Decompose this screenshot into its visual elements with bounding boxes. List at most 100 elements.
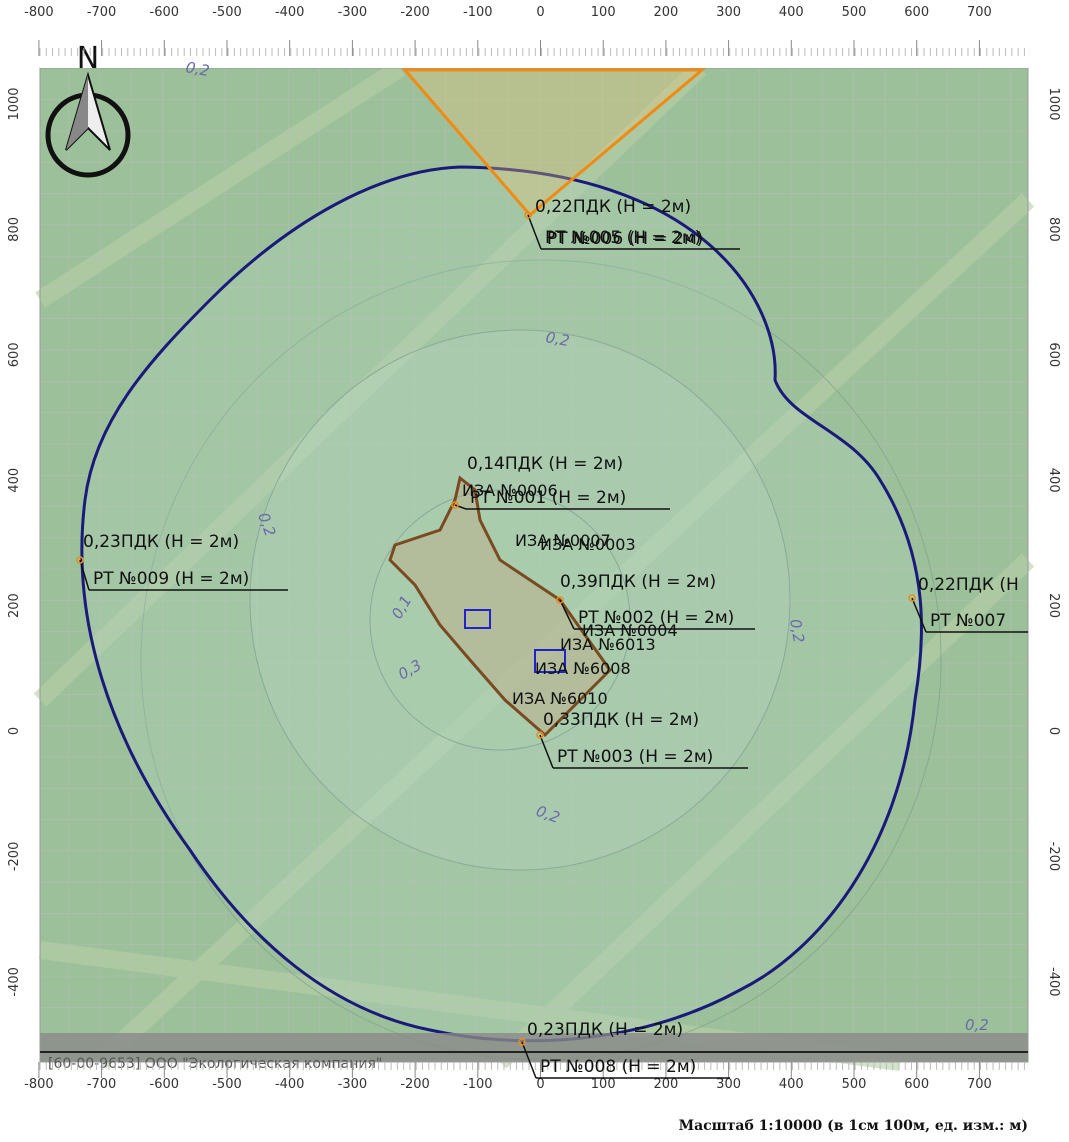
source-box: [534, 649, 566, 673]
x-tick-label: -800: [24, 5, 54, 20]
x-tick-label: 400: [779, 1077, 804, 1092]
y-tick-label: 400: [1046, 468, 1061, 493]
x-tick-label: 600: [904, 5, 929, 20]
x-tick-label: 500: [842, 5, 867, 20]
point-marker: [908, 594, 916, 602]
concentration-label: 0,39ПДК (Н = 2м): [560, 572, 716, 592]
concentration-label: 0,14ПДК (Н = 2м): [467, 454, 623, 474]
source-box: [464, 609, 491, 629]
point-label: РТ №007: [930, 611, 1006, 631]
point-label: РТ №001 (Н = 2м): [470, 488, 626, 508]
isoline-label: 0,2: [965, 1016, 989, 1034]
point-marker: [76, 556, 84, 564]
point-label: РТ №008 (Н = 2м): [540, 1057, 696, 1077]
x-tick-label: -600: [150, 1077, 180, 1092]
x-tick-label: 300: [716, 1077, 741, 1092]
y-tick-label: 600: [1046, 342, 1061, 367]
source-label: ИЗА №0006: [462, 481, 558, 500]
concentration-label: 0,23ПДК (Н = 2м): [83, 532, 239, 552]
point-marker: [556, 596, 564, 604]
point-label: РТ №005 (Н = 2м): [545, 228, 701, 248]
source-label: ИЗА №6008: [535, 659, 631, 678]
leader: [521, 1041, 537, 1079]
x-tick-label: -700: [87, 5, 117, 20]
y-tick-label: -200: [7, 842, 22, 872]
x-tick-label: -600: [150, 5, 180, 20]
x-tick-label: 100: [591, 1077, 616, 1092]
scale-text: Масштаб 1:10000 (в 1см 100м, ед. изм.: м…: [679, 1118, 1028, 1134]
source-label: ИЗА №0004: [582, 621, 678, 640]
point-label: РТ №009 (Н = 2м): [93, 569, 249, 589]
source-label: ИЗА №6010: [512, 689, 608, 708]
source-label: ИЗА №0007: [515, 531, 611, 550]
y-tick-label: 800: [1046, 217, 1061, 242]
north-arrow: N: [45, 41, 131, 178]
x-tick-label: -200: [400, 5, 430, 20]
site-boundary: [388, 475, 612, 738]
y-tick-label: 200: [1046, 593, 1061, 618]
leader: [454, 504, 467, 510]
x-tick-label: 500: [842, 1077, 867, 1092]
point-label: РТ №006 (Н = 2м): [547, 229, 703, 249]
y-tick-label: 800: [7, 217, 22, 242]
isoline: [249, 329, 791, 871]
x-tick-label: 400: [779, 5, 804, 20]
leader: [539, 734, 554, 769]
y-tick-label: 400: [7, 468, 22, 493]
zone-triangle: [401, 68, 707, 218]
x-tick-label: 200: [653, 1077, 678, 1092]
y-tick-label: -400: [1046, 967, 1061, 997]
isoline-label: 0,2: [544, 328, 571, 350]
y-tick-label: 0: [7, 727, 22, 735]
isoline-label: 0,2: [184, 58, 211, 80]
leader: [79, 559, 90, 591]
y-tick-label: 0: [1046, 727, 1061, 735]
x-tick-label: 0: [536, 5, 544, 20]
x-tick-label: -500: [212, 1077, 242, 1092]
x-tick-label: -100: [463, 5, 493, 20]
point-marker: [451, 501, 459, 509]
x-tick-label: -300: [338, 5, 368, 20]
source-label: ИЗА №0003: [540, 535, 636, 554]
point-label: РТ №003 (Н = 2м): [557, 747, 713, 767]
x-tick-label: 600: [904, 1077, 929, 1092]
x-tick-label: -300: [338, 1077, 368, 1092]
top-ruler: [40, 40, 1028, 68]
leader: [559, 599, 575, 630]
x-tick-label: 200: [653, 5, 678, 20]
x-tick-label: -400: [275, 5, 305, 20]
x-tick-label: 100: [591, 5, 616, 20]
y-tick-label: -400: [7, 967, 22, 997]
x-tick-label: 0: [536, 1077, 544, 1092]
point-marker: [518, 1038, 526, 1046]
source-label: ИЗА №6013: [560, 635, 656, 654]
x-tick-label: -700: [87, 1077, 117, 1092]
concentration-label: 0,22ПДК (Н: [918, 575, 1019, 595]
concentration-label: 0,23ПДК (Н = 2м): [527, 1020, 683, 1040]
concentration-label: 0,33ПДК (Н = 2м): [543, 710, 699, 730]
point-marker: [536, 731, 544, 739]
north-label: N: [77, 41, 99, 76]
y-tick-label: -200: [1046, 842, 1061, 872]
x-tick-label: -400: [275, 1077, 305, 1092]
y-tick-label: 1000: [7, 87, 22, 120]
footer-band: [40, 1033, 1028, 1062]
x-tick-label: -800: [24, 1077, 54, 1092]
x-tick-label: -100: [463, 1077, 493, 1092]
point-marker: [524, 211, 532, 219]
y-tick-label: 200: [7, 593, 22, 618]
x-tick-label: 700: [967, 1077, 992, 1092]
x-tick-label: -500: [212, 5, 242, 20]
x-tick-label: 700: [967, 5, 992, 20]
point-label: РТ №002 (Н = 2м): [578, 608, 734, 628]
isoline-label: 0,2: [786, 618, 808, 645]
leader: [527, 214, 542, 250]
x-tick-label: -200: [400, 1077, 430, 1092]
concentration-label: 0,22ПДК (Н = 2м): [535, 197, 691, 217]
isoline: [369, 489, 631, 751]
y-tick-label: 600: [7, 342, 22, 367]
x-tick-label: 300: [716, 5, 741, 20]
y-tick-label: 1000: [1046, 87, 1061, 120]
leader: [911, 597, 927, 633]
